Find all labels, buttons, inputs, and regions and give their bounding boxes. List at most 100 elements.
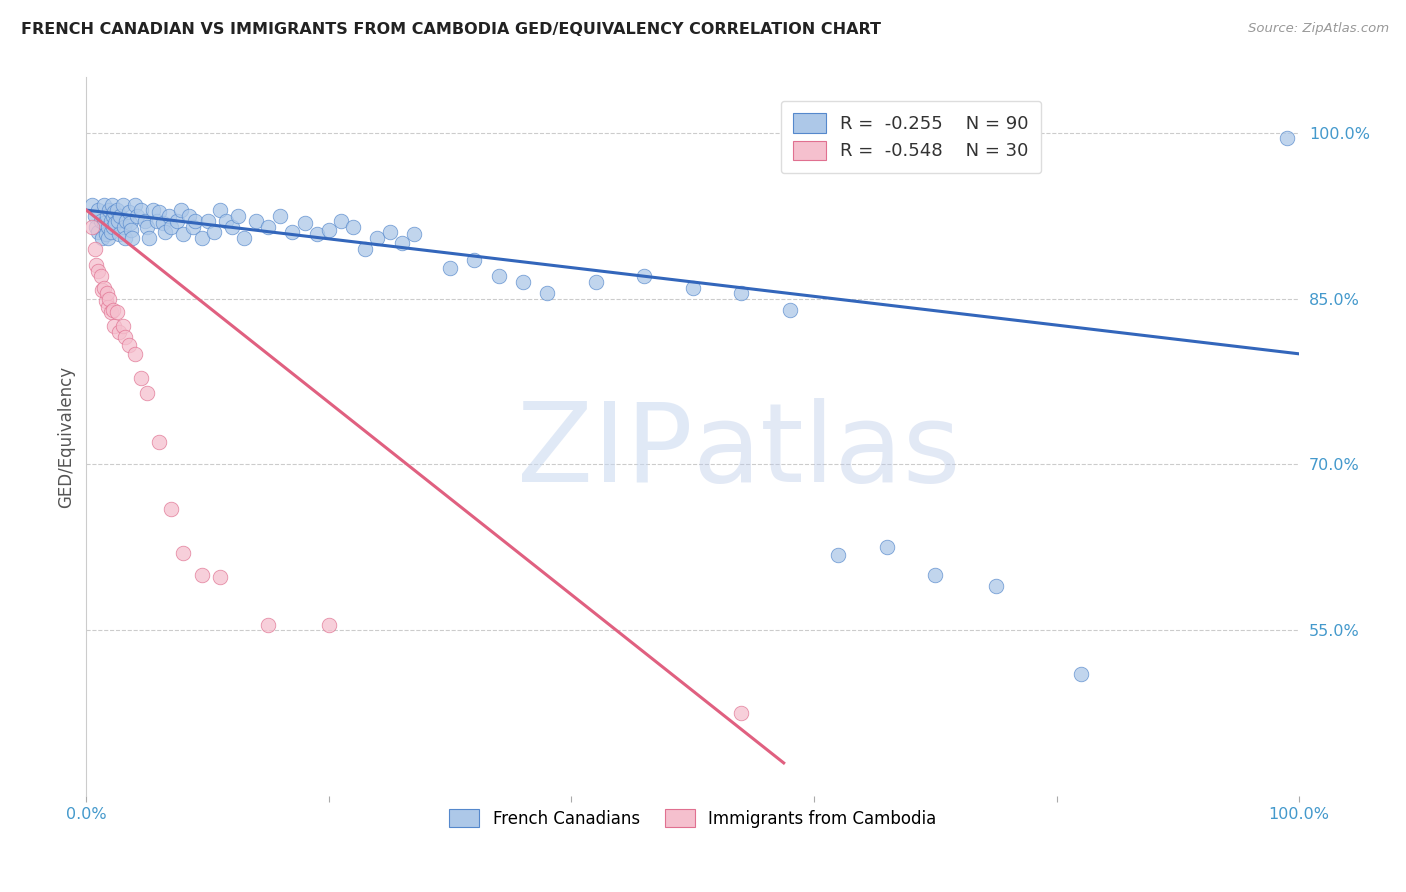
Point: [354, 242, 377, 256]
Point: [391, 236, 413, 251]
Point: [115, 214, 138, 228]
Point: [97, 301, 120, 315]
Point: [100, 214, 122, 228]
Point: [257, 617, 280, 632]
Point: [98, 292, 121, 306]
Point: [827, 548, 849, 562]
Point: [202, 225, 225, 239]
Point: [172, 546, 194, 560]
Point: [105, 203, 128, 218]
Point: [121, 231, 143, 245]
Point: [585, 275, 607, 289]
Point: [181, 219, 204, 234]
Point: [439, 260, 461, 275]
Point: [157, 209, 180, 223]
Point: [111, 319, 134, 334]
Text: atlas: atlas: [693, 398, 962, 505]
Point: [1275, 131, 1298, 145]
Point: [190, 568, 212, 582]
Text: Source: ZipAtlas.com: Source: ZipAtlas.com: [1249, 22, 1389, 36]
Point: [114, 330, 136, 344]
Point: [97, 231, 120, 245]
Point: [145, 214, 167, 228]
Point: [221, 219, 243, 234]
Point: [378, 225, 401, 239]
Point: [107, 214, 129, 228]
Point: [152, 216, 174, 230]
Point: [245, 214, 267, 228]
Point: [682, 280, 704, 294]
Point: [100, 197, 122, 211]
Legend: French Canadians, Immigrants from Cambodia: French Canadians, Immigrants from Cambod…: [443, 803, 943, 835]
Y-axis label: GED/Equivalency: GED/Equivalency: [58, 366, 75, 508]
Point: [215, 214, 238, 228]
Point: [402, 227, 425, 242]
Point: [779, 302, 801, 317]
Point: [87, 225, 110, 239]
Point: [148, 435, 170, 450]
Point: [100, 305, 122, 319]
Point: [83, 209, 105, 223]
Point: [118, 216, 141, 230]
Point: [257, 219, 280, 234]
Point: [82, 197, 104, 211]
Point: [87, 264, 110, 278]
Point: [488, 269, 510, 284]
Text: ZIP: ZIP: [517, 398, 693, 505]
Point: [305, 227, 328, 242]
Point: [179, 209, 201, 223]
Point: [197, 214, 219, 228]
Point: [101, 302, 124, 317]
Point: [190, 231, 212, 245]
Point: [730, 286, 752, 301]
Point: [120, 223, 142, 237]
Point: [330, 214, 353, 228]
Point: [129, 203, 152, 218]
Point: [98, 203, 121, 218]
Point: [87, 203, 110, 218]
Point: [342, 219, 364, 234]
Point: [93, 216, 115, 230]
Point: [138, 231, 160, 245]
Point: [170, 203, 193, 218]
Point: [103, 205, 125, 219]
Point: [94, 227, 117, 242]
Point: [110, 209, 132, 223]
Point: [318, 617, 340, 632]
Point: [91, 283, 114, 297]
Point: [124, 197, 146, 211]
Point: [269, 209, 291, 223]
Point: [118, 338, 141, 352]
Point: [281, 225, 304, 239]
Point: [208, 203, 231, 218]
Point: [127, 209, 149, 223]
Point: [1070, 667, 1092, 681]
Point: [104, 216, 127, 230]
Point: [114, 231, 136, 245]
Text: FRENCH CANADIAN VS IMMIGRANTS FROM CAMBODIA GED/EQUIVALENCY CORRELATION CHART: FRENCH CANADIAN VS IMMIGRANTS FROM CAMBO…: [21, 22, 882, 37]
Point: [103, 319, 125, 334]
Point: [512, 275, 534, 289]
Point: [172, 227, 194, 242]
Point: [984, 579, 1007, 593]
Point: [90, 269, 112, 284]
Point: [924, 568, 946, 582]
Point: [366, 231, 388, 245]
Point: [91, 231, 114, 245]
Point: [160, 219, 183, 234]
Point: [83, 242, 105, 256]
Point: [82, 219, 104, 234]
Point: [93, 280, 115, 294]
Point: [160, 501, 183, 516]
Point: [112, 219, 135, 234]
Point: [136, 385, 159, 400]
Point: [84, 219, 107, 234]
Point: [108, 227, 131, 242]
Point: [101, 219, 124, 234]
Point: [148, 205, 170, 219]
Point: [93, 197, 115, 211]
Point: [633, 269, 655, 284]
Point: [226, 209, 249, 223]
Point: [97, 219, 120, 234]
Point: [153, 225, 176, 239]
